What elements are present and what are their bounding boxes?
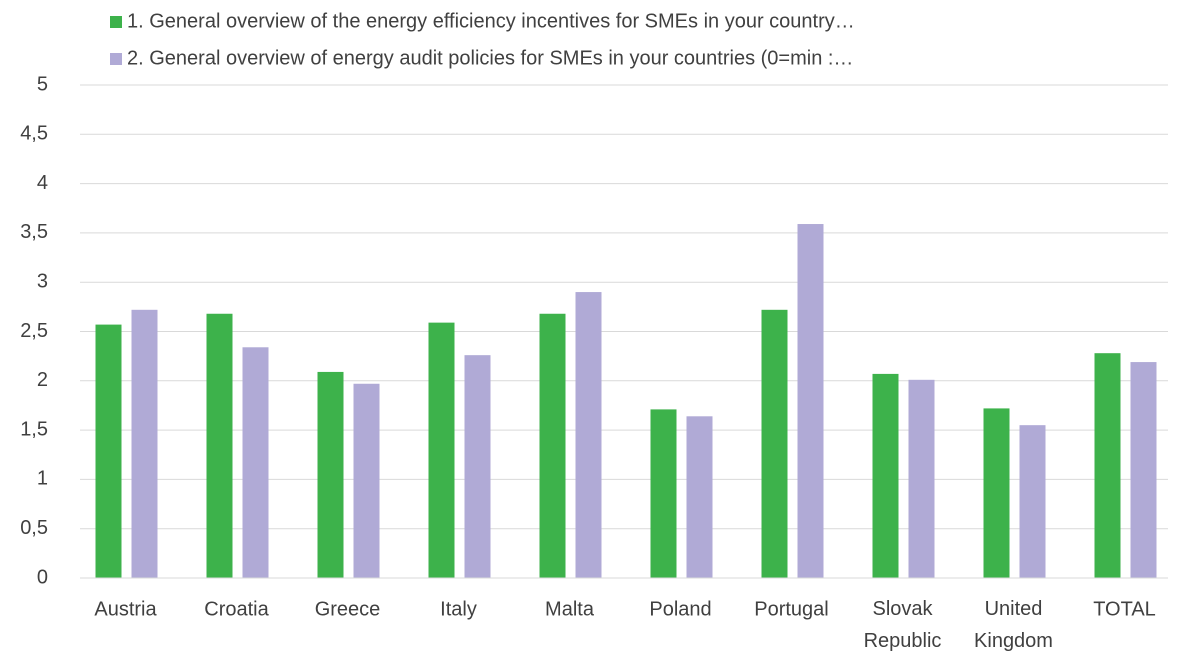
y-tick-label: 1,5 <box>20 418 48 440</box>
x-tick-label: Slovak Republic <box>864 598 942 652</box>
bar <box>797 224 824 578</box>
bar <box>908 379 935 578</box>
legend-swatch <box>110 53 122 65</box>
bar <box>983 408 1010 578</box>
x-tick-label: Portugal <box>754 598 829 620</box>
bar <box>575 292 602 578</box>
x-tick-label: United Kingdom <box>974 598 1053 652</box>
bar <box>650 409 677 578</box>
bar <box>872 373 899 578</box>
x-tick-label: Croatia <box>204 598 269 620</box>
y-tick-label: 2,5 <box>20 320 48 342</box>
y-tick-label: 0 <box>37 566 48 588</box>
legend-label: 1. General overview of the energy effici… <box>127 10 855 32</box>
x-tick-label: Greece <box>315 598 381 620</box>
bar <box>464 355 491 578</box>
bar <box>95 324 122 578</box>
y-tick-label: 5 <box>37 73 48 95</box>
bar <box>317 371 344 578</box>
bar <box>242 347 269 578</box>
bar <box>761 309 788 578</box>
bar <box>131 309 158 578</box>
x-tick-label: Malta <box>545 598 595 620</box>
bar <box>1019 425 1046 578</box>
bar <box>686 416 713 578</box>
bar <box>353 383 380 578</box>
bar <box>539 313 566 578</box>
y-tick-label: 3 <box>37 270 48 292</box>
y-tick-label: 2 <box>37 369 48 391</box>
bar <box>1094 353 1121 578</box>
bar <box>206 313 233 578</box>
bar <box>1130 362 1157 578</box>
y-tick-label: 1 <box>37 468 48 490</box>
y-tick-label: 3,5 <box>20 221 48 243</box>
x-tick-label: Italy <box>440 598 477 620</box>
legend-label: 2. General overview of energy audit poli… <box>127 47 853 69</box>
bar <box>428 322 455 578</box>
y-tick-label: 4 <box>37 172 48 194</box>
x-tick-label: TOTAL <box>1093 598 1156 620</box>
x-tick-label: Poland <box>649 598 711 620</box>
legend-swatch <box>110 16 122 28</box>
x-tick-label: Austria <box>94 598 157 620</box>
y-tick-label: 4,5 <box>20 123 48 145</box>
y-tick-label: 0,5 <box>20 517 48 539</box>
